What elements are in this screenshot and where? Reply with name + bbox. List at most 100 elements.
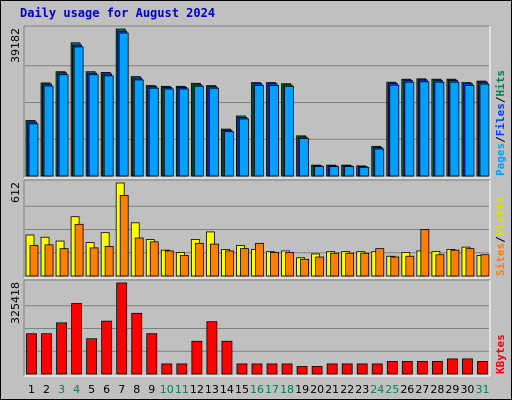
bar-pages-day-11 bbox=[178, 88, 189, 177]
x-tick-label-day-1: 1 bbox=[28, 383, 35, 396]
bar-sites-day-21 bbox=[330, 252, 340, 277]
bar-sites-day-23 bbox=[360, 252, 370, 277]
bar-kbytes-day-10 bbox=[161, 363, 173, 375]
bar-sites-day-29 bbox=[450, 249, 460, 277]
bar-sites-day-20 bbox=[315, 256, 325, 277]
bar-pages-day-28 bbox=[434, 81, 445, 177]
x-tick-label-day-23: 23 bbox=[355, 383, 369, 396]
bar-kbytes-day-14 bbox=[221, 340, 233, 375]
legend-label: Files bbox=[494, 103, 507, 136]
bar-kbytes-day-26 bbox=[401, 361, 413, 375]
legend-label: Hits bbox=[494, 70, 507, 97]
bar-sites-day-12 bbox=[194, 242, 204, 277]
bar-sites-day-13 bbox=[209, 243, 219, 277]
x-tick-label-day-28: 28 bbox=[430, 383, 444, 396]
bar-pages-day-23 bbox=[359, 166, 370, 177]
bar-sites-day-15 bbox=[240, 248, 249, 277]
bar-sites-day-22 bbox=[345, 252, 355, 277]
x-tick-label-day-3: 3 bbox=[58, 383, 65, 396]
x-tick-label-day-26: 26 bbox=[400, 383, 414, 396]
x-tick-label-day-16: 16 bbox=[250, 383, 264, 396]
bar-pages-day-19 bbox=[299, 138, 309, 177]
bar-pages-day-21 bbox=[329, 166, 340, 177]
bar-sites-day-24 bbox=[375, 248, 385, 277]
chart-title: Daily usage for August 2024 bbox=[20, 6, 216, 20]
bar-sites-day-31 bbox=[480, 254, 490, 277]
bar-pages-day-3 bbox=[58, 74, 69, 177]
bar-sites-day-19 bbox=[300, 258, 309, 277]
x-tick-label-day-20: 20 bbox=[310, 383, 324, 396]
bar-kbytes-day-24 bbox=[371, 363, 383, 375]
bar-pages-day-31 bbox=[479, 83, 490, 177]
bar-pages-day-24 bbox=[374, 148, 385, 177]
bar-kbytes-day-28 bbox=[431, 361, 443, 375]
bar-pages-day-2 bbox=[43, 85, 54, 177]
bar-pages-day-27 bbox=[419, 81, 430, 177]
bar-kbytes-day-22 bbox=[341, 363, 353, 375]
bar-sites-day-16 bbox=[255, 242, 264, 277]
bar-kbytes-day-16 bbox=[251, 363, 263, 375]
panel-2-ymax-label: 612 bbox=[9, 182, 22, 203]
bar-pages-day-5 bbox=[88, 74, 99, 177]
legend-label: / bbox=[494, 236, 507, 243]
panel-3-legend: KBytes bbox=[494, 334, 507, 374]
panel-1-ymax-label: 39182 bbox=[9, 28, 22, 63]
x-tick-label-day-8: 8 bbox=[133, 383, 140, 396]
bar-pages-day-22 bbox=[344, 166, 355, 177]
x-tick-label-day-30: 30 bbox=[460, 383, 474, 396]
x-tick-label-day-21: 21 bbox=[325, 383, 339, 396]
bar-kbytes-day-6 bbox=[101, 320, 113, 375]
legend-label: KBytes bbox=[494, 334, 507, 374]
x-tick-label-day-5: 5 bbox=[88, 383, 95, 396]
bar-pages-day-18 bbox=[284, 85, 294, 177]
bar-kbytes-day-5 bbox=[86, 338, 98, 375]
bar-sites-day-8 bbox=[134, 237, 144, 277]
x-tick-label-day-12: 12 bbox=[190, 383, 204, 396]
bar-kbytes-day-18 bbox=[281, 363, 293, 375]
bar-pages-day-25 bbox=[389, 84, 400, 177]
legend-label: / bbox=[494, 136, 507, 143]
bar-kbytes-day-15 bbox=[236, 363, 248, 375]
bar-sites-day-28 bbox=[435, 254, 445, 277]
legend-label: Pages bbox=[494, 143, 507, 176]
bar-sites-day-17 bbox=[270, 252, 279, 277]
bar-pages-day-26 bbox=[404, 81, 415, 177]
bar-kbytes-day-7 bbox=[116, 282, 128, 375]
bar-pages-day-8 bbox=[133, 79, 144, 177]
bar-kbytes-day-1 bbox=[26, 333, 37, 375]
x-tick-label-day-22: 22 bbox=[340, 383, 354, 396]
bar-sites-day-26 bbox=[405, 255, 415, 277]
bar-sites-day-2 bbox=[44, 244, 54, 277]
bar-pages-day-20 bbox=[314, 166, 325, 177]
bar-kbytes-day-17 bbox=[266, 363, 278, 375]
bar-sites-day-25 bbox=[390, 256, 400, 277]
bar-kbytes-day-20 bbox=[311, 366, 323, 375]
bar-kbytes-day-8 bbox=[131, 312, 143, 375]
bar-pages-day-30 bbox=[464, 85, 475, 177]
bar-sites-day-1 bbox=[29, 245, 39, 277]
x-tick-label-day-31: 31 bbox=[475, 383, 489, 396]
bar-sites-day-4 bbox=[74, 223, 84, 277]
bar-sites-day-27 bbox=[420, 229, 430, 277]
bar-kbytes-day-31 bbox=[477, 361, 488, 375]
x-tick-label-day-9: 9 bbox=[148, 383, 155, 396]
bar-pages-day-13 bbox=[208, 87, 219, 177]
bar-pages-day-10 bbox=[163, 88, 174, 177]
bar-sites-day-14 bbox=[225, 250, 234, 277]
bar-kbytes-day-13 bbox=[206, 321, 218, 375]
legend-label: Sites bbox=[494, 243, 507, 276]
x-tick-label-day-10: 10 bbox=[160, 383, 174, 396]
bar-sites-day-6 bbox=[104, 245, 114, 277]
x-tick-label-day-6: 6 bbox=[103, 383, 110, 396]
bar-sites-day-5 bbox=[89, 247, 99, 277]
bar-sites-day-10 bbox=[164, 250, 174, 277]
panel-3-ymax-label: 325418 bbox=[9, 282, 22, 324]
x-tick-label-day-29: 29 bbox=[445, 383, 459, 396]
bar-pages-day-7 bbox=[118, 32, 129, 177]
bar-kbytes-day-4 bbox=[71, 303, 82, 375]
bar-kbytes-day-30 bbox=[462, 358, 473, 375]
bar-pages-day-4 bbox=[73, 46, 84, 177]
x-tick-label-day-4: 4 bbox=[73, 383, 80, 396]
x-tick-label-day-2: 2 bbox=[43, 383, 50, 396]
